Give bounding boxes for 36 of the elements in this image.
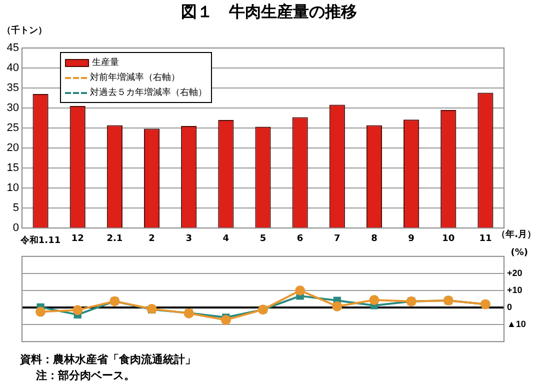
legend-label: 生産量: [92, 56, 119, 69]
y-tick-label: 10: [6, 182, 19, 194]
text: 資料：農林水産省「食肉流通統計」: [20, 352, 196, 367]
y-tick-label: 35: [6, 82, 19, 94]
chart-title: 図１ 牛肉生産量の推移: [180, 2, 358, 23]
y-tick-label: 30: [6, 102, 19, 114]
y-tick-label: +10: [507, 284, 522, 295]
y-tick-label: 20: [6, 142, 19, 154]
y-tick-label: 0: [507, 302, 512, 312]
y-tick-label: 40: [6, 62, 19, 74]
x-axis-title: （年.月）: [496, 228, 536, 241]
y-tick-label: 5: [12, 202, 19, 214]
x-tick-label: 2: [148, 234, 155, 244]
y-tick-label: +20: [507, 268, 522, 278]
x-tick-label: 7: [334, 234, 340, 244]
y-axis-title: （千トン）: [2, 24, 47, 37]
text: 注：部分肉ベース。: [36, 368, 135, 383]
y-axis-title: (%): [510, 248, 528, 258]
x-tick-label: 2.1: [106, 234, 123, 244]
y-tick-label: 25: [6, 122, 19, 134]
x-tick-label: 6: [296, 234, 304, 244]
x-tick-label: 4: [222, 234, 230, 244]
legend-label: 対過去５カ年増減率（右軸）: [90, 86, 207, 99]
legend-label: 対前年増減率（右軸）: [90, 71, 180, 84]
y-tick-label: 15: [6, 162, 19, 174]
x-tick-label: 令和1.11: [20, 234, 61, 247]
y-tick-label: 45: [6, 42, 19, 54]
x-tick-label: 5: [260, 234, 266, 244]
x-tick-label: 9: [408, 234, 414, 244]
x-tick-label: 11: [479, 234, 492, 244]
x-tick-label: 8: [371, 234, 378, 244]
y-tick-label: 0: [12, 222, 19, 234]
x-tick-label: 12: [71, 234, 84, 244]
x-tick-label: 3: [186, 234, 192, 244]
x-tick-label: 10: [442, 234, 455, 244]
y-tick-label: ▲10: [507, 319, 526, 330]
